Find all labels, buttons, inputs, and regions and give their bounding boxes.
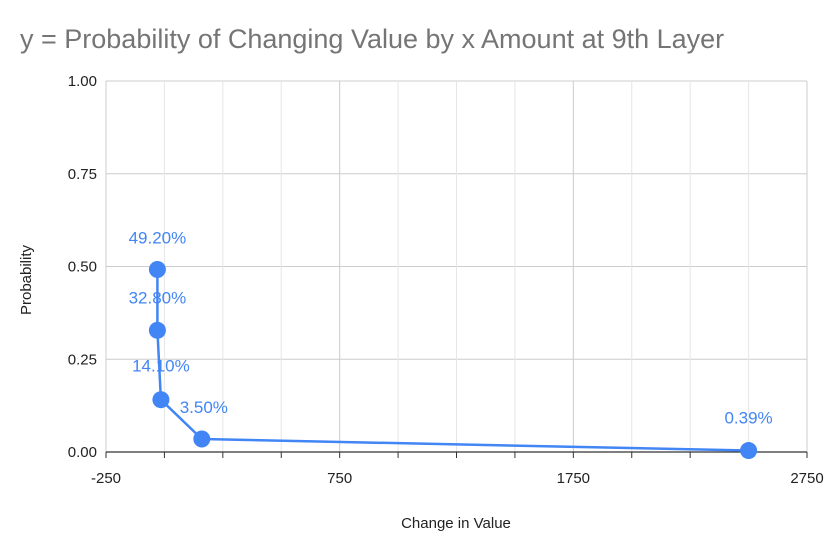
axes	[105, 451, 808, 458]
data-labels: 49.20% 32.80% 14.10% 3.50% 0.39%	[129, 228, 773, 427]
x-tick-label: 750	[327, 470, 352, 487]
series-line	[156, 269, 749, 452]
x-tick-labels: -250 750 1750 2750	[91, 470, 824, 487]
data-point	[148, 260, 166, 278]
data-point	[193, 430, 211, 448]
chart-title: y = Probability of Changing Value by x A…	[20, 24, 724, 54]
grid	[105, 80, 808, 452]
x-axis-title: Change in Value	[401, 515, 511, 532]
data-label: 14.10%	[132, 357, 190, 376]
data-label: 49.20%	[129, 228, 187, 247]
y-tick-label: 1.00	[68, 73, 97, 90]
y-tick-label: 0.00	[68, 444, 97, 461]
x-tick-label: 1750	[557, 470, 590, 487]
y-tick-label: 0.75	[68, 166, 97, 183]
series	[148, 260, 758, 460]
data-point	[740, 442, 758, 460]
y-tick-label: 0.50	[68, 259, 97, 276]
data-point	[152, 391, 170, 409]
data-point	[148, 321, 166, 339]
data-label: 3.50%	[180, 398, 228, 417]
y-tick-labels: 0.00 0.25 0.50 0.75 1.00	[68, 73, 97, 461]
data-label: 32.80%	[129, 288, 187, 307]
x-tick-label: 2750	[790, 470, 823, 487]
y-axis-title: Probability	[18, 244, 35, 315]
y-tick-label: 0.25	[68, 351, 97, 368]
x-tick-label: -250	[91, 470, 121, 487]
data-label: 0.39%	[724, 409, 772, 428]
